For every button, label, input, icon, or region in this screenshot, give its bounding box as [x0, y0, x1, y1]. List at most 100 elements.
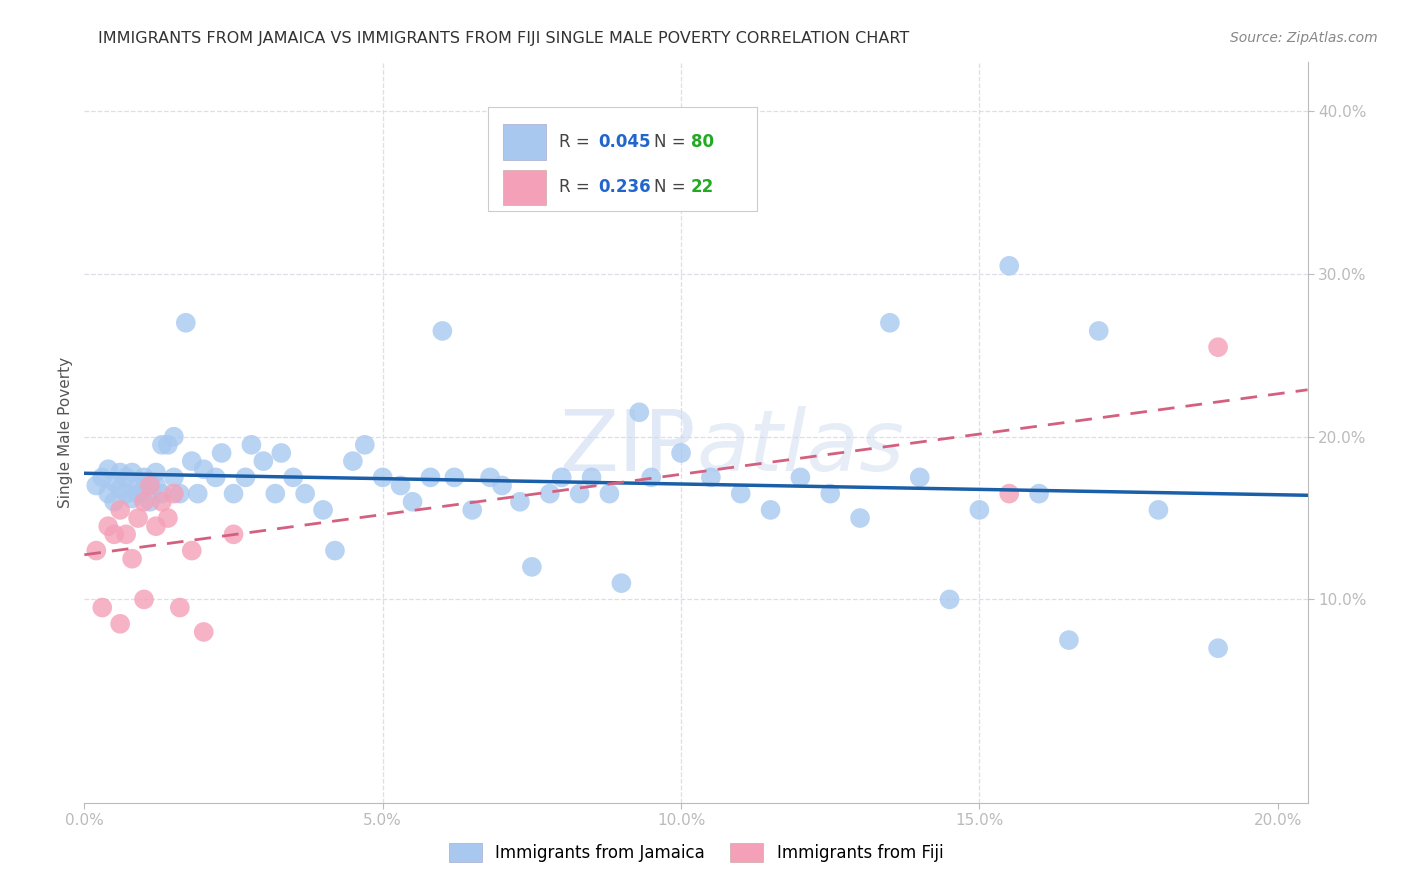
- Point: [509, 495, 531, 509]
- Point: [419, 470, 441, 484]
- Point: [211, 446, 233, 460]
- Point: [491, 478, 513, 492]
- Point: [193, 624, 215, 639]
- Point: [84, 543, 107, 558]
- Point: [222, 486, 245, 500]
- Point: [520, 559, 543, 574]
- Text: N =: N =: [654, 178, 692, 196]
- Point: [669, 446, 692, 460]
- Point: [187, 486, 209, 500]
- Point: [353, 438, 375, 452]
- Point: [1147, 503, 1170, 517]
- Text: 0.045: 0.045: [598, 133, 651, 151]
- Point: [132, 482, 155, 496]
- Point: [323, 543, 346, 558]
- Point: [108, 466, 131, 480]
- Point: [132, 592, 155, 607]
- Point: [145, 466, 167, 480]
- Point: [371, 470, 394, 484]
- Text: IMMIGRANTS FROM JAMAICA VS IMMIGRANTS FROM FIJI SINGLE MALE POVERTY CORRELATION : IMMIGRANTS FROM JAMAICA VS IMMIGRANTS FR…: [98, 31, 910, 46]
- Point: [1206, 340, 1229, 354]
- Point: [283, 470, 305, 484]
- Point: [908, 470, 931, 484]
- Point: [84, 478, 107, 492]
- Point: [432, 324, 454, 338]
- Point: [969, 503, 991, 517]
- Point: [598, 486, 620, 500]
- Point: [568, 486, 591, 500]
- Point: [156, 511, 179, 525]
- Point: [150, 495, 173, 509]
- Point: [121, 491, 143, 506]
- Point: [97, 519, 120, 533]
- Point: [849, 511, 872, 525]
- Point: [879, 316, 901, 330]
- Point: [700, 470, 723, 484]
- Point: [342, 454, 364, 468]
- Point: [628, 405, 651, 419]
- Point: [759, 503, 782, 517]
- Point: [121, 466, 143, 480]
- Point: [222, 527, 245, 541]
- Point: [103, 495, 125, 509]
- Text: N =: N =: [654, 133, 692, 151]
- Point: [818, 486, 841, 500]
- Point: [132, 495, 155, 509]
- Point: [1087, 324, 1109, 338]
- Point: [998, 259, 1021, 273]
- Point: [139, 475, 162, 490]
- Point: [264, 486, 287, 500]
- Point: [108, 616, 131, 631]
- Point: [150, 438, 173, 452]
- Point: [163, 470, 186, 484]
- Point: [163, 486, 186, 500]
- Point: [91, 470, 114, 484]
- Point: [235, 470, 257, 484]
- Point: [163, 430, 186, 444]
- Point: [789, 470, 811, 484]
- Point: [730, 486, 752, 500]
- Point: [145, 519, 167, 533]
- Point: [97, 486, 120, 500]
- Point: [294, 486, 316, 500]
- Point: [312, 503, 335, 517]
- Point: [581, 470, 603, 484]
- Point: [240, 438, 263, 452]
- Point: [108, 503, 131, 517]
- Point: [180, 454, 202, 468]
- Point: [115, 486, 138, 500]
- Point: [1057, 633, 1080, 648]
- Point: [252, 454, 274, 468]
- Point: [461, 503, 484, 517]
- Point: [139, 478, 162, 492]
- Point: [204, 470, 226, 484]
- Point: [127, 478, 149, 492]
- Point: [389, 478, 412, 492]
- Point: [193, 462, 215, 476]
- Point: [169, 600, 191, 615]
- Point: [174, 316, 197, 330]
- Point: [127, 486, 149, 500]
- Point: [180, 543, 202, 558]
- Point: [139, 495, 162, 509]
- Point: [610, 576, 633, 591]
- Point: [145, 478, 167, 492]
- Text: R =: R =: [560, 133, 595, 151]
- Point: [640, 470, 662, 484]
- Point: [108, 482, 131, 496]
- Point: [551, 470, 574, 484]
- Text: 80: 80: [692, 133, 714, 151]
- Point: [97, 462, 120, 476]
- Y-axis label: Single Male Poverty: Single Male Poverty: [58, 357, 73, 508]
- Text: R =: R =: [560, 178, 595, 196]
- Point: [150, 486, 173, 500]
- Point: [91, 600, 114, 615]
- Point: [998, 486, 1021, 500]
- FancyBboxPatch shape: [503, 124, 546, 160]
- Point: [115, 527, 138, 541]
- Point: [270, 446, 292, 460]
- Text: ZIP: ZIP: [560, 406, 696, 489]
- FancyBboxPatch shape: [488, 107, 758, 211]
- Point: [132, 470, 155, 484]
- Point: [169, 486, 191, 500]
